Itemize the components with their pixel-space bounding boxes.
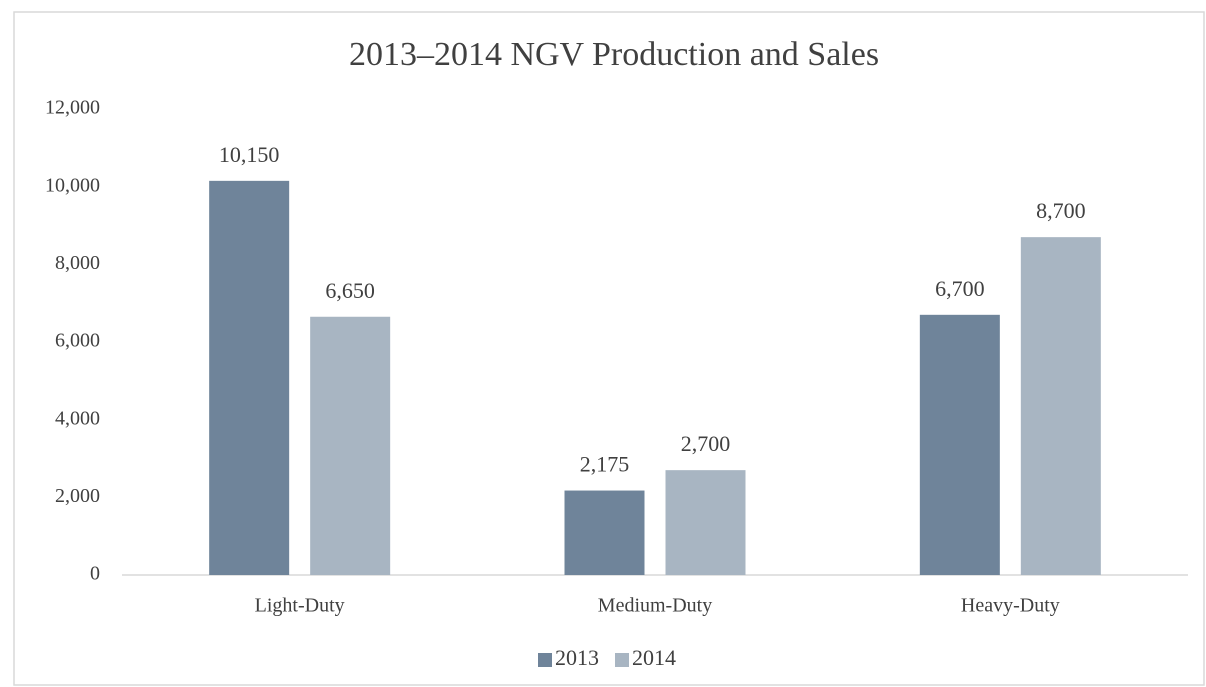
- data-label: 6,700: [935, 276, 985, 301]
- bar: [310, 316, 391, 575]
- legend-label: 2013: [555, 645, 599, 670]
- bar: [209, 180, 290, 575]
- data-label: 10,150: [219, 142, 280, 167]
- data-label: 8,700: [1036, 198, 1086, 223]
- legend-swatch: [538, 653, 552, 667]
- y-tick-label: 8,000: [55, 252, 100, 274]
- data-label: 6,650: [325, 278, 375, 303]
- y-tick-label: 12,000: [45, 97, 100, 119]
- chart-title: 2013–2014 NGV Production and Sales: [349, 36, 879, 73]
- y-tick-label: 0: [90, 563, 100, 585]
- data-label: 2,175: [580, 452, 630, 477]
- y-tick-label: 6,000: [55, 330, 100, 352]
- bar: [919, 314, 1000, 575]
- legend-label: 2014: [632, 645, 676, 670]
- y-tick-label: 4,000: [55, 407, 100, 429]
- bar: [665, 470, 746, 575]
- data-label: 2,700: [681, 431, 731, 456]
- bar: [1020, 237, 1101, 575]
- y-tick-label: 10,000: [45, 174, 100, 196]
- bar: [564, 490, 645, 575]
- x-tick-label: Heavy-Duty: [961, 595, 1060, 617]
- x-tick-label: Light-Duty: [255, 595, 345, 617]
- y-tick-label: 2,000: [55, 485, 100, 507]
- x-tick-label: Medium-Duty: [598, 595, 712, 617]
- legend-swatch: [615, 653, 629, 667]
